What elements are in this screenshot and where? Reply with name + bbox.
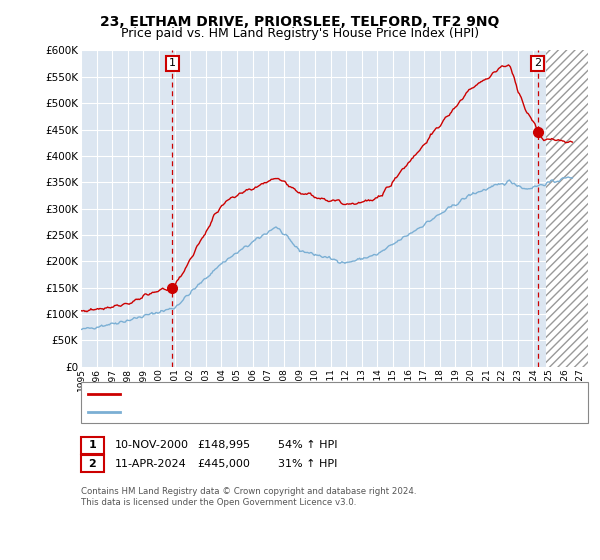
Text: 31% ↑ HPI: 31% ↑ HPI [278,459,337,469]
Text: 1: 1 [169,58,176,68]
Bar [547,50,588,367]
Text: 11-APR-2024: 11-APR-2024 [115,459,187,469]
Text: 54% ↑ HPI: 54% ↑ HPI [278,440,337,450]
Text: 2: 2 [89,459,96,469]
Text: 2: 2 [534,58,541,68]
Text: 23, ELTHAM DRIVE, PRIORSLEE, TELFORD, TF2 9NQ: 23, ELTHAM DRIVE, PRIORSLEE, TELFORD, TF… [100,15,500,29]
Text: 23, ELTHAM DRIVE, PRIORSLEE, TELFORD, TF2 9NQ (detached house): 23, ELTHAM DRIVE, PRIORSLEE, TELFORD, TF… [125,389,464,399]
Text: £445,000: £445,000 [197,459,250,469]
Text: 1: 1 [89,440,96,450]
Text: Price paid vs. HM Land Registry's House Price Index (HPI): Price paid vs. HM Land Registry's House … [121,27,479,40]
Text: Contains HM Land Registry data © Crown copyright and database right 2024.
This d: Contains HM Land Registry data © Crown c… [81,487,416,507]
Text: 10-NOV-2000: 10-NOV-2000 [115,440,188,450]
Text: HPI: Average price, detached house, Telford and Wrekin: HPI: Average price, detached house, Telf… [125,407,396,417]
Text: £148,995: £148,995 [197,440,250,450]
